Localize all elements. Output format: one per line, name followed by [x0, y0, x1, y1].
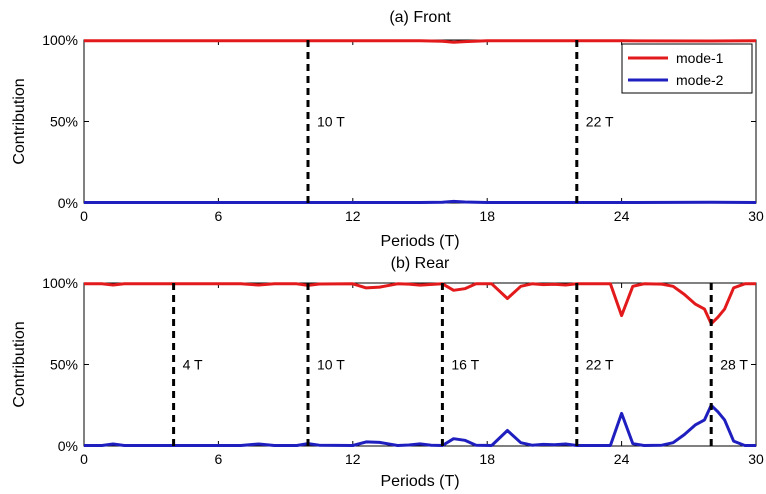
period-marker-label: 22 T: [586, 357, 614, 373]
x-tick-label: 24: [614, 208, 630, 224]
chart-title: (a) Front: [389, 9, 451, 26]
x-axis-label: Periods (T): [380, 473, 459, 490]
x-tick-label: 18: [479, 208, 495, 224]
period-marker-label: 16 T: [451, 357, 479, 373]
series-line-mode-1: [84, 39, 756, 44]
y-axis-label: Contribution: [11, 321, 28, 407]
legend: mode-1 mode-2: [621, 43, 753, 94]
y-tick-label: 50%: [50, 357, 78, 373]
y-tick-label: 100%: [42, 32, 78, 48]
legend-label: mode-2: [676, 72, 724, 88]
plot-area: [83, 282, 757, 447]
period-marker-label: 10 T: [317, 357, 345, 373]
x-tick-label: 30: [748, 451, 764, 467]
legend-label: mode-1: [676, 50, 724, 66]
period-marker-label: 22 T: [586, 114, 614, 130]
period-marker-label: 4 T: [183, 357, 203, 373]
y-tick-label: 50%: [50, 114, 78, 130]
x-tick-label: 6: [215, 208, 223, 224]
y-tick-label: 0%: [58, 438, 78, 454]
x-tick-label: 6: [215, 451, 223, 467]
x-tick-label: 12: [345, 451, 361, 467]
x-tick-label: 24: [614, 451, 630, 467]
subplot-1: (a) Front 0 6 12 18 24 30 0% 50% 100% Periods (T) C…: [11, 9, 764, 250]
series-line-mode-1: [84, 282, 756, 326]
subplot-2: (b) Rear 0 6 12 18 24 30 0% 50% 100% Periods (T) Co…: [11, 255, 764, 490]
series-line-mode-2: [84, 199, 756, 204]
x-tick-label: 12: [345, 208, 361, 224]
y-tick-label: 100%: [42, 275, 78, 291]
x-tick-label: 18: [479, 451, 495, 467]
y-tick-label: 0%: [58, 195, 78, 211]
series-line-mode-2: [84, 403, 756, 447]
x-tick-label: 0: [80, 208, 88, 224]
x-axis-label: Periods (T): [380, 233, 459, 250]
chart-title: (b) Rear: [391, 255, 450, 272]
x-tick-label: 30: [748, 208, 764, 224]
period-marker-label: 10 T: [317, 114, 345, 130]
y-axis-label: Contribution: [11, 78, 28, 164]
period-marker-label: 28 T: [720, 357, 748, 373]
legend-box: [621, 43, 753, 94]
x-tick-label: 0: [80, 451, 88, 467]
